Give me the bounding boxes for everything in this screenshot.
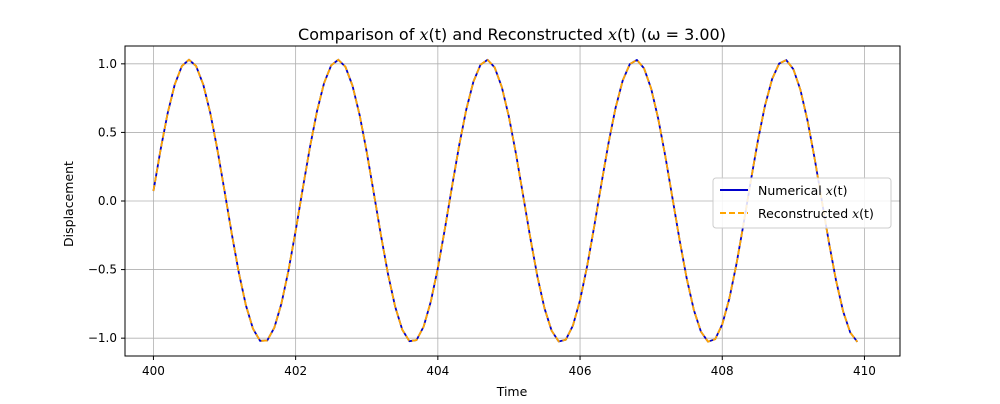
chart-title: Comparison of x(t) and Reconstructed x(t… (298, 25, 726, 44)
legend: Numerical x(t) Reconstructed x(t) (712, 177, 892, 229)
x-tick-label: 402 (284, 364, 307, 378)
x-tick-label: 410 (853, 364, 876, 378)
legend-label-numerical: Numerical x(t) (758, 183, 847, 198)
series-reconstructed-line (152, 58, 859, 343)
x-tick-label: 408 (711, 364, 734, 378)
y-tick-label: 0.5 (98, 125, 117, 139)
legend-label-reconstructed: Reconstructed x(t) (758, 206, 874, 221)
y-tick-label: 0.0 (98, 194, 117, 208)
series-lines (152, 58, 859, 343)
x-tick-label: 404 (426, 364, 449, 378)
x-tick-label: 406 (569, 364, 592, 378)
y-tick-label: 1.0 (98, 57, 117, 71)
y-axis-ticks: −1.0 −0.5 0.0 0.5 1.0 (88, 57, 125, 345)
x-tick-label: 400 (142, 364, 165, 378)
x-axis-label: Time (496, 384, 528, 399)
y-tick-label: −1.0 (88, 331, 117, 345)
x-axis-ticks: 400 402 404 406 408 410 (142, 356, 876, 378)
y-axis-label: Displacement (61, 161, 76, 247)
y-tick-label: −0.5 (88, 263, 117, 277)
legend-box (712, 177, 892, 229)
